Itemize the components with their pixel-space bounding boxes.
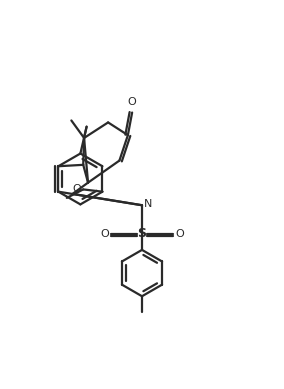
Text: O: O	[72, 184, 81, 194]
Text: O: O	[175, 228, 184, 238]
Text: N: N	[143, 200, 152, 209]
Text: O: O	[100, 228, 109, 238]
Text: S: S	[137, 227, 147, 240]
Text: O: O	[128, 97, 137, 107]
